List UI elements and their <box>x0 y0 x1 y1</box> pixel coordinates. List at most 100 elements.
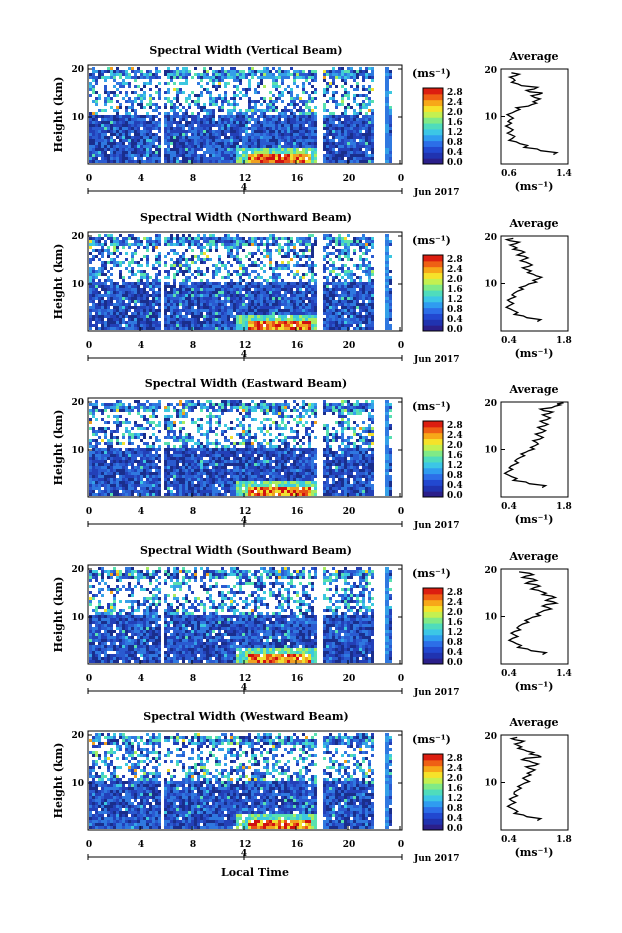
heatmap-cell <box>293 70 296 73</box>
heatmap-cell <box>353 252 356 255</box>
heatmap-cell <box>176 139 179 142</box>
heatmap-cell <box>182 148 185 151</box>
x-tick-label: 20 <box>343 174 356 184</box>
heatmap-cell <box>209 148 212 151</box>
heatmap-cell <box>119 136 122 139</box>
heatmap-cell <box>308 115 311 118</box>
heatmap-cell <box>299 285 302 288</box>
heatmap-cell <box>167 73 170 76</box>
heatmap-cell <box>212 300 215 303</box>
heatmap-cell <box>385 139 389 142</box>
heatmap-cell <box>173 130 176 133</box>
heatmap-cell <box>206 151 209 154</box>
heatmap-cell <box>236 237 239 240</box>
heatmap-cell <box>140 121 143 124</box>
heatmap-cell <box>344 309 347 312</box>
heatmap-cell <box>385 297 389 300</box>
heatmap-cell <box>152 267 155 270</box>
heatmap-cell <box>329 124 332 127</box>
heatmap-cell <box>125 73 128 76</box>
heatmap-cell <box>233 306 236 309</box>
heatmap-cell <box>341 139 344 142</box>
heatmap-cell <box>182 252 185 255</box>
heatmap-cell <box>137 121 140 124</box>
heatmap-cell <box>197 321 200 324</box>
heatmap-cell <box>272 130 275 133</box>
heatmap-cell <box>350 303 353 306</box>
heatmap-cell <box>116 121 119 124</box>
heatmap-cell <box>260 139 263 142</box>
heatmap-cell <box>206 121 209 124</box>
heatmap-cell <box>119 400 122 403</box>
heatmap-cell <box>233 103 236 106</box>
heatmap-cell <box>245 160 248 163</box>
heatmap-cell <box>368 243 371 246</box>
heatmap-cell <box>362 294 365 297</box>
heatmap-cell <box>98 270 101 273</box>
heatmap-cell <box>224 142 227 145</box>
heatmap-cell <box>326 243 329 246</box>
heatmap-cell <box>158 282 161 285</box>
heatmap-cell <box>341 142 344 145</box>
heatmap-cell <box>185 100 188 103</box>
heatmap-cell <box>236 160 239 163</box>
heatmap-cell <box>299 276 302 279</box>
heatmap-cell <box>209 160 212 163</box>
heatmap-cell <box>206 303 209 306</box>
heatmap-cell <box>221 237 224 240</box>
heatmap-cell <box>278 94 281 97</box>
heatmap-cell <box>200 258 203 261</box>
heatmap-cell <box>248 276 251 279</box>
heatmap-cell <box>266 76 269 79</box>
heatmap-cell <box>140 88 143 91</box>
heatmap-cell <box>218 106 221 109</box>
heatmap-cell <box>215 88 218 91</box>
heatmap-cell <box>245 118 248 121</box>
heatmap-cell <box>260 124 263 127</box>
heatmap-cell <box>113 160 116 163</box>
heatmap-cell <box>311 288 314 291</box>
heatmap-cell <box>191 136 194 139</box>
heatmap-cell <box>308 133 311 136</box>
heatmap-cell <box>122 291 125 294</box>
colorbar-swatch <box>423 135 443 141</box>
heatmap-cell <box>128 291 131 294</box>
heatmap-cell <box>233 100 236 103</box>
heatmap-cell <box>101 309 104 312</box>
heatmap-cell <box>92 309 95 312</box>
heatmap-cell <box>281 76 284 79</box>
heatmap-cell <box>263 70 266 73</box>
heatmap-cell <box>155 297 158 300</box>
heatmap-cell <box>242 88 245 91</box>
heatmap-cell <box>308 76 311 79</box>
heatmap-cell <box>128 246 131 249</box>
heatmap-cell <box>215 300 218 303</box>
heatmap-cell <box>332 409 335 412</box>
heatmap-cell <box>344 112 347 115</box>
heatmap-cell <box>152 124 155 127</box>
heatmap-cell <box>203 160 206 163</box>
heatmap-cell <box>116 237 119 240</box>
heatmap-cell <box>254 315 257 318</box>
heatmap-cell <box>356 94 359 97</box>
heatmap-cell <box>170 139 173 142</box>
heatmap-cell <box>92 79 95 82</box>
heatmap-cell <box>191 303 194 306</box>
heatmap-cell <box>143 151 146 154</box>
heatmap-cell <box>305 112 308 115</box>
heatmap-cell <box>182 324 185 327</box>
heatmap-cell <box>185 157 188 160</box>
heatmap-cell <box>329 321 332 324</box>
heatmap-cell <box>308 249 311 252</box>
heatmap-cell <box>362 121 365 124</box>
x-tick-label: 0 <box>398 174 404 184</box>
heatmap-cell <box>335 409 338 412</box>
heatmap-cell <box>368 100 371 103</box>
heatmap-cell <box>275 243 278 246</box>
heatmap-cell <box>158 118 161 121</box>
heatmap-cell <box>128 288 131 291</box>
heatmap-cell <box>122 121 125 124</box>
heatmap-cell <box>143 406 146 409</box>
heatmap-cell <box>296 70 299 73</box>
heatmap-cell <box>152 412 155 415</box>
